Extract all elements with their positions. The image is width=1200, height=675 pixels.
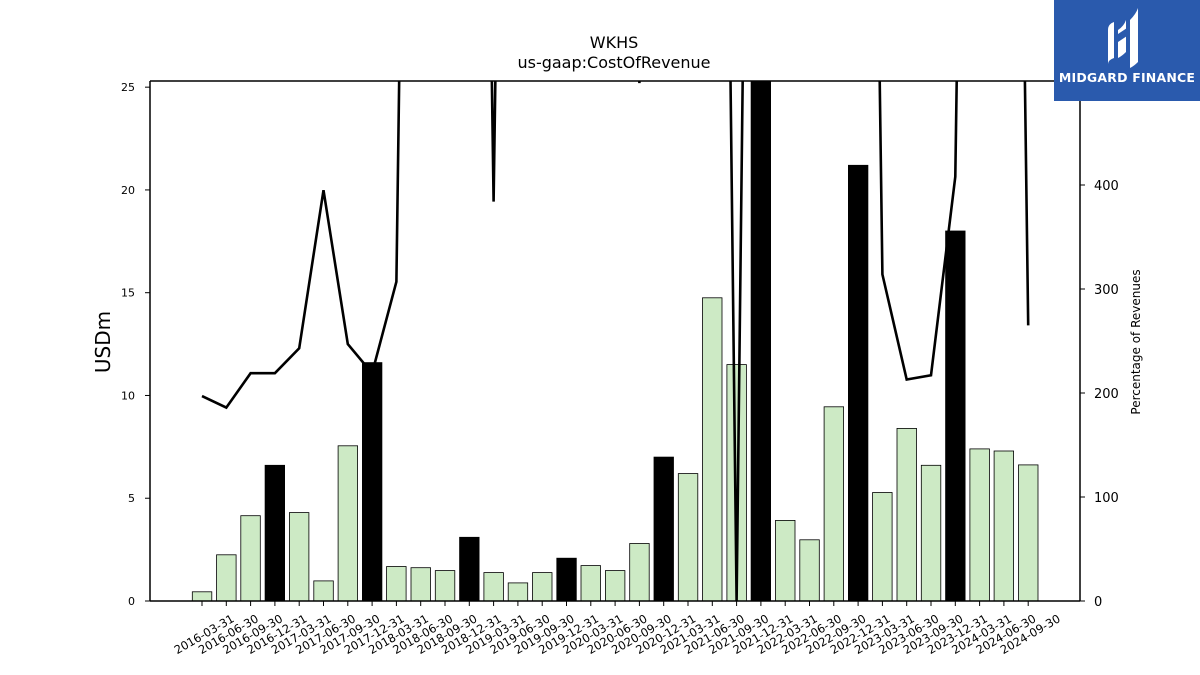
bar-2023-06-30 xyxy=(896,427,917,601)
line-series xyxy=(201,81,1030,601)
bar-2020-12-31 xyxy=(653,456,674,601)
bar-2016-06-30 xyxy=(216,554,237,601)
bar-2021-12-31 xyxy=(750,81,771,601)
bar-2017-06-30 xyxy=(313,580,334,601)
bar-series xyxy=(191,81,1039,601)
bar-2021-09-30 xyxy=(726,364,747,601)
bar-2020-06-30 xyxy=(605,570,626,601)
bar-2018-12-31 xyxy=(459,536,480,601)
brand-logo: MIDGARD FINANCE xyxy=(1054,0,1200,101)
bar-2016-03-31 xyxy=(191,591,213,601)
bar-2021-03-31 xyxy=(677,473,699,601)
bar-2020-03-31 xyxy=(580,565,601,601)
bar-2021-06-30 xyxy=(702,297,723,601)
bar-2024-09-30 xyxy=(1018,464,1039,601)
bar-2024-03-31 xyxy=(969,448,990,601)
bar-2022-09-30 xyxy=(823,406,844,601)
axes: 051015202501002003004005002016-03-312016… xyxy=(121,75,1119,657)
y-axis-label: USDm xyxy=(91,311,115,373)
y2-tick-label: 100 xyxy=(1094,491,1119,506)
bar-2019-06-30 xyxy=(507,582,529,601)
y-tick-label: 25 xyxy=(121,81,135,94)
y-tick-label: 5 xyxy=(128,492,135,505)
bar-2017-12-31 xyxy=(361,362,383,601)
y-tick-label: 10 xyxy=(121,389,135,402)
bar-2022-12-31 xyxy=(848,164,869,601)
chart-title: WKHS xyxy=(590,33,639,52)
bar-2016-12-31 xyxy=(264,464,286,601)
y2-tick-label: 400 xyxy=(1094,179,1119,194)
bar-2023-09-30 xyxy=(920,464,942,601)
y-tick-label: 15 xyxy=(121,287,135,300)
bar-2018-09-30 xyxy=(434,570,456,601)
bar-2023-12-31 xyxy=(945,230,966,601)
y2-tick-label: 0 xyxy=(1094,595,1102,610)
y2-tick-label: 300 xyxy=(1094,283,1119,298)
bar-2020-09-30 xyxy=(629,543,650,601)
bar-2023-03-31 xyxy=(872,492,893,601)
bar-2022-06-30 xyxy=(799,539,820,601)
y2-tick-label: 200 xyxy=(1094,387,1119,402)
bar-2019-09-30 xyxy=(532,572,553,601)
bar-2019-03-31 xyxy=(483,572,504,601)
bar-2016-09-30 xyxy=(240,515,261,601)
bar-2017-09-30 xyxy=(337,445,359,601)
revenue-percentage-line xyxy=(201,81,1030,601)
bar-2022-03-31 xyxy=(775,520,796,601)
chart-subtitle: us-gaap:CostOfRevenue xyxy=(517,53,710,72)
midgard-logo-icon xyxy=(1108,8,1138,68)
y-tick-label: 0 xyxy=(128,595,135,608)
bar-2024-06-30 xyxy=(993,450,1014,601)
bar-2017-03-31 xyxy=(288,512,310,601)
brand-name: MIDGARD FINANCE xyxy=(1058,70,1196,85)
y2-axis-label: Percentage of Revenues xyxy=(1129,269,1143,414)
y-tick-label: 20 xyxy=(121,184,135,197)
bar-2019-12-31 xyxy=(556,557,577,601)
bar-2018-06-30 xyxy=(410,567,431,601)
bar-2018-03-31 xyxy=(386,566,407,601)
